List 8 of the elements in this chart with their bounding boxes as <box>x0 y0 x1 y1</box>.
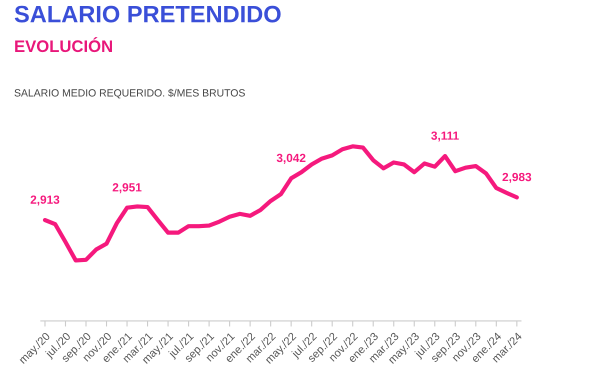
data-label: 2,951 <box>112 183 142 194</box>
data-label: 2,983 <box>502 172 532 183</box>
text: SALARIO MEDIO REQUERIDO. $/MES BRUTOS <box>14 88 245 98</box>
data-label: 3,111 <box>431 131 459 142</box>
chart-subtitle: EVOLUCIÓN <box>15 37 112 52</box>
data-label: 2,913 <box>30 195 60 206</box>
chart-title: SALARIO PRETENDIDO <box>14 6 281 22</box>
data-label: 3,042 <box>276 154 306 164</box>
